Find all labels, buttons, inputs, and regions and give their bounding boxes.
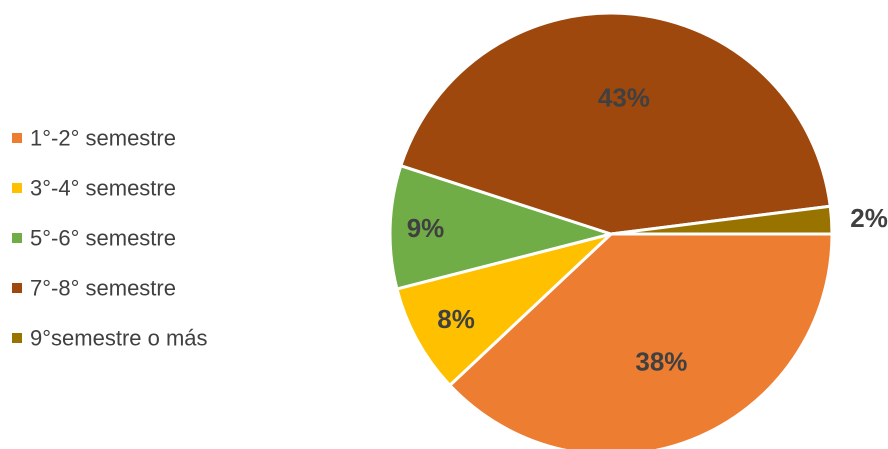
legend-swatch-5 xyxy=(12,333,22,343)
pie-slice-3 xyxy=(388,164,613,291)
pie-slice-1 xyxy=(448,232,834,449)
legend-label-3: 5°-6° semestre xyxy=(30,226,176,251)
slice-label-5: 2% xyxy=(850,203,888,233)
slice-label-1: 38% xyxy=(635,346,687,376)
pie-slice-4 xyxy=(399,11,832,236)
slice-label-4: 43% xyxy=(598,83,650,113)
legend-swatch-3 xyxy=(12,233,22,243)
legend-label-5: 9°semestre o más xyxy=(30,326,208,351)
pie-slice-5 xyxy=(609,204,834,236)
legend-swatch-4 xyxy=(12,283,22,293)
pie-slice-2 xyxy=(395,232,613,387)
legend-swatch-1 xyxy=(12,133,22,143)
slice-labels: 38% 8% 9% 43% 2% xyxy=(407,83,888,377)
slice-label-2: 8% xyxy=(437,304,475,334)
pie-slices xyxy=(388,11,834,449)
legend: 1°-2° semestre 3°-4° semestre 5°-6° semest… xyxy=(12,126,208,351)
legend-label-4: 7°-8° semestre xyxy=(30,276,176,301)
slice-label-3: 9% xyxy=(407,213,445,243)
legend-swatch-2 xyxy=(12,183,22,193)
legend-label-2: 3°-4° semestre xyxy=(30,176,176,201)
legend-label-1: 1°-2° semestre xyxy=(30,126,176,151)
